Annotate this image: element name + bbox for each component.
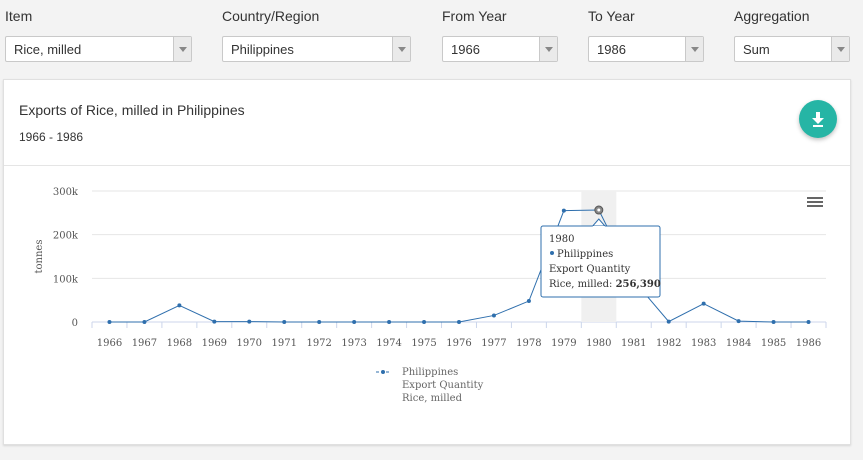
data-point[interactable] [736,319,741,324]
data-point[interactable] [352,320,357,324]
data-point-highlighted-core [597,208,601,212]
data-point[interactable] [806,320,811,324]
data-point[interactable] [561,208,566,213]
legend-symbol-point [381,370,385,374]
tooltip-element: Export Quantity [549,264,631,275]
item-select[interactable]: Rice, milled [5,36,192,62]
line-chart: 0 100k 200k 300k 1966 1967 1968 1969 1970 1971 197… [34,187,827,404]
tooltip-value-line: Rice, milled: 256,390 [549,279,661,290]
filter-bar: Item Rice, milled Country/Region Philipp… [0,0,863,70]
x-tick-label: 1970 [237,338,262,349]
country-select[interactable]: Philippines [222,36,411,62]
data-point[interactable] [317,320,322,324]
country-label: Country/Region [222,8,320,24]
x-tick-label: 1975 [411,338,436,349]
x-tick-label: 1984 [726,338,751,349]
hamburger-menu-icon[interactable] [807,197,823,207]
x-tick-label: 1982 [656,338,681,349]
x-tick-label: 1971 [272,338,297,349]
y-axis-label: tonnes [34,240,45,274]
data-point[interactable] [107,320,112,324]
x-tick-label: 1978 [516,338,541,349]
tooltip-year: 1980 [549,234,574,245]
item-select-value: Rice, milled [14,42,82,57]
grid-lines [92,190,826,323]
data-point[interactable] [422,320,427,324]
x-tick-label: 1986 [796,338,821,349]
from-year-select-value: 1966 [451,42,480,57]
from-year-label: From Year [442,8,507,24]
data-point[interactable] [282,320,287,324]
x-tick-label: 1972 [306,338,331,349]
to-year-label: To Year [588,8,635,24]
x-tick-label: 1973 [341,338,366,349]
y-tick-label: 100k [53,274,79,285]
chevron-down-icon[interactable] [173,37,191,61]
card-header: Exports of Rice, milled in Philippines 1… [4,80,850,166]
chart-card: Exports of Rice, milled in Philippines 1… [3,79,851,445]
y-tick-label: 0 [72,318,78,329]
data-point[interactable] [142,320,147,324]
tooltip-series-name: Philippines [557,249,613,260]
item-label: Item [5,8,33,24]
axes: 0 100k 200k 300k 1966 1967 1968 1969 1970 1971 197… [53,187,827,349]
chart-title: Exports of Rice, milled in Philippines [19,102,245,118]
data-point[interactable] [666,319,671,324]
series-philippines[interactable] [107,205,811,324]
chevron-down-icon[interactable] [685,37,703,61]
x-tick-label: 1983 [691,338,716,349]
legend-item-label[interactable]: Export Quantity [402,380,484,391]
chevron-down-icon[interactable] [831,37,849,61]
x-tick-label: 1974 [376,338,401,349]
y-tick-label: 200k [53,231,79,242]
x-tick-label: 1985 [761,338,786,349]
x-tick-label: 1976 [446,338,471,349]
x-tick-label: 1981 [621,338,646,349]
to-year-select-value: 1986 [597,42,626,57]
data-point[interactable] [212,319,217,324]
data-point[interactable] [491,313,496,318]
x-tick-label: 1977 [481,338,506,349]
data-point[interactable] [701,301,706,306]
y-tick-label: 300k [53,187,79,198]
download-icon [812,112,824,127]
aggregation-label: Aggregation [734,8,810,24]
download-button[interactable] [799,100,837,138]
legend-item-label[interactable]: Rice, milled [402,393,463,404]
tooltip-pointer-mask [592,226,605,228]
legend-item-label[interactable]: Philippines [402,367,458,378]
chevron-down-icon[interactable] [392,37,410,61]
chart-subtitle: 1966 - 1986 [19,130,84,144]
data-point[interactable] [177,303,182,308]
data-point[interactable] [771,320,776,324]
data-point[interactable] [387,320,392,324]
tooltip-value: 256,390 [616,279,661,290]
tooltip: 1980 Philippines Export Quantity Rice, mill… [540,218,661,298]
x-tick-label: 1979 [551,338,576,349]
data-point[interactable] [247,319,252,324]
data-point[interactable] [526,299,531,304]
tooltip-series-dot [550,251,554,255]
data-point[interactable] [457,320,461,324]
tooltip-item-prefix: Rice, milled: [549,279,616,290]
aggregation-select[interactable]: Sum [734,36,850,62]
x-tick-label: 1967 [132,338,157,349]
aggregation-select-value: Sum [743,42,770,57]
legend[interactable]: Philippines Export Quantity Rice, milled [376,367,484,404]
chevron-down-icon[interactable] [539,37,557,61]
country-select-value: Philippines [231,42,294,57]
from-year-select[interactable]: 1966 [442,36,558,62]
x-tick-label: 1968 [167,338,192,349]
x-tick-label: 1966 [97,338,122,349]
x-tick-label: 1969 [202,338,227,349]
x-tick-label: 1980 [586,338,611,349]
to-year-select[interactable]: 1986 [588,36,704,62]
